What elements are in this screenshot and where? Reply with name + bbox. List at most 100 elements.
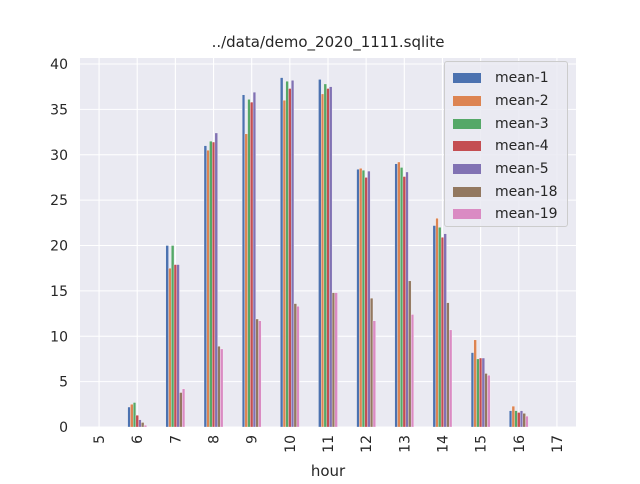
bar-mean-1 bbox=[356, 169, 360, 428]
legend-label: mean-1 bbox=[495, 70, 549, 87]
bar-mean-1 bbox=[203, 145, 207, 428]
legend-label: mean-5 bbox=[495, 161, 549, 178]
bar-mean-3 bbox=[400, 167, 404, 428]
bar-mean-5 bbox=[252, 91, 256, 428]
legend-label: mean-3 bbox=[495, 115, 549, 132]
bar-mean-18 bbox=[446, 302, 450, 428]
bar-mean-1 bbox=[318, 79, 322, 428]
x-tick-label: 15 bbox=[474, 435, 490, 453]
bars bbox=[127, 77, 529, 428]
bar-mean-2 bbox=[397, 161, 401, 428]
bar-mean-3 bbox=[361, 170, 365, 428]
bar-mean-18 bbox=[408, 280, 412, 428]
bar-mean-19 bbox=[372, 320, 376, 428]
legend-item: mean-18 bbox=[453, 180, 567, 203]
bar-mean-18 bbox=[370, 297, 374, 428]
y-tick-label: 10 bbox=[50, 329, 68, 345]
bar-mean-19 bbox=[296, 306, 300, 428]
legend-label: mean-4 bbox=[495, 138, 549, 155]
legend-swatch bbox=[453, 164, 481, 175]
bar-mean-19 bbox=[525, 415, 529, 428]
bar-mean-19 bbox=[182, 388, 186, 428]
bar-mean-3 bbox=[438, 227, 442, 428]
legend-item: mean-3 bbox=[453, 112, 567, 135]
bar-mean-4 bbox=[135, 415, 139, 428]
y-tick-label: 40 bbox=[50, 57, 68, 73]
bar-mean-1 bbox=[509, 410, 513, 428]
legend-item: mean-4 bbox=[453, 135, 567, 158]
bar-mean-2 bbox=[435, 218, 439, 428]
x-tick-label: 9 bbox=[245, 435, 261, 444]
y-tick-label: 35 bbox=[50, 102, 68, 118]
y-tick-label: 30 bbox=[50, 148, 68, 164]
bar-mean-5 bbox=[443, 233, 447, 428]
bar-mean-19 bbox=[410, 314, 414, 428]
y-tick-label: 0 bbox=[59, 420, 68, 436]
x-tick-label: 8 bbox=[207, 435, 223, 444]
bar-mean-2 bbox=[168, 268, 172, 428]
legend-swatch bbox=[453, 73, 481, 84]
bar-mean-3 bbox=[132, 402, 137, 428]
x-tick-label: 7 bbox=[168, 435, 184, 444]
bar-mean-19 bbox=[449, 329, 453, 428]
bar-mean-3 bbox=[171, 245, 175, 428]
bar-mean-4 bbox=[250, 101, 254, 428]
bar-mean-4 bbox=[479, 357, 483, 428]
legend: mean-1 mean-2 mean-3 mean-4 mean-5 mean-18 mea… bbox=[444, 61, 568, 227]
bar-mean-18 bbox=[255, 318, 259, 428]
legend-item: mean-19 bbox=[453, 203, 567, 226]
bar-mean-2 bbox=[511, 405, 515, 428]
bar-mean-4 bbox=[517, 412, 521, 428]
legend-label: mean-19 bbox=[495, 206, 558, 223]
bar-mean-18 bbox=[217, 346, 221, 428]
bar-mean-5 bbox=[214, 132, 218, 428]
y-tick-label: 20 bbox=[50, 239, 68, 255]
legend-swatch bbox=[453, 118, 481, 129]
bar-mean-19 bbox=[487, 375, 491, 428]
y-tick-label: 25 bbox=[50, 193, 68, 209]
bar-mean-2 bbox=[321, 93, 325, 428]
legend-label: mean-18 bbox=[495, 183, 558, 200]
y-tick-label: 15 bbox=[50, 284, 68, 300]
bar-mean-5 bbox=[481, 357, 485, 428]
bar-mean-3 bbox=[514, 410, 518, 428]
x-axis-label: hour bbox=[310, 462, 346, 480]
bar-mean-19 bbox=[334, 292, 338, 428]
bar-mean-4 bbox=[173, 264, 177, 428]
bar-mean-19 bbox=[220, 348, 224, 428]
bar-mean-2 bbox=[473, 339, 477, 428]
bar-mean-1 bbox=[127, 406, 131, 428]
y-tick-labels: 0 5 10 15 20 25 30 35 40 bbox=[50, 57, 68, 436]
bar-mean-18 bbox=[484, 373, 488, 428]
bar-mean-4 bbox=[440, 237, 444, 428]
y-tick-label: 5 bbox=[59, 375, 68, 391]
legend-swatch bbox=[453, 209, 481, 220]
x-tick-label: 17 bbox=[550, 435, 566, 453]
bar-mean-2 bbox=[206, 150, 210, 428]
bar-mean-3 bbox=[476, 358, 480, 428]
legend-item: mean-2 bbox=[453, 90, 567, 113]
bar-mean-2 bbox=[282, 100, 286, 428]
chart-title: ../data/demo_2020_1111.sqlite bbox=[211, 33, 445, 51]
x-tick-label: 14 bbox=[435, 435, 451, 453]
bar-mean-3 bbox=[247, 99, 251, 428]
bar-mean-4 bbox=[288, 88, 292, 428]
bar-mean-18 bbox=[293, 303, 297, 428]
bar-mean-1 bbox=[165, 245, 169, 428]
x-tick-label: 10 bbox=[283, 435, 299, 453]
bar-mean-1 bbox=[242, 94, 246, 428]
bar-mean-19 bbox=[143, 425, 147, 428]
bar-mean-3 bbox=[323, 83, 327, 428]
x-tick-label: 5 bbox=[92, 435, 108, 444]
legend-swatch bbox=[453, 186, 481, 197]
x-tick-label: 6 bbox=[130, 435, 146, 444]
legend-swatch bbox=[453, 141, 481, 152]
bar-mean-18 bbox=[331, 292, 335, 428]
bar-mean-3 bbox=[285, 81, 289, 428]
x-tick-label: 12 bbox=[359, 435, 375, 453]
bar-mean-5 bbox=[367, 170, 371, 428]
bar-mean-5 bbox=[329, 86, 333, 428]
bar-mean-2 bbox=[359, 168, 363, 428]
bar-mean-18 bbox=[179, 392, 183, 428]
